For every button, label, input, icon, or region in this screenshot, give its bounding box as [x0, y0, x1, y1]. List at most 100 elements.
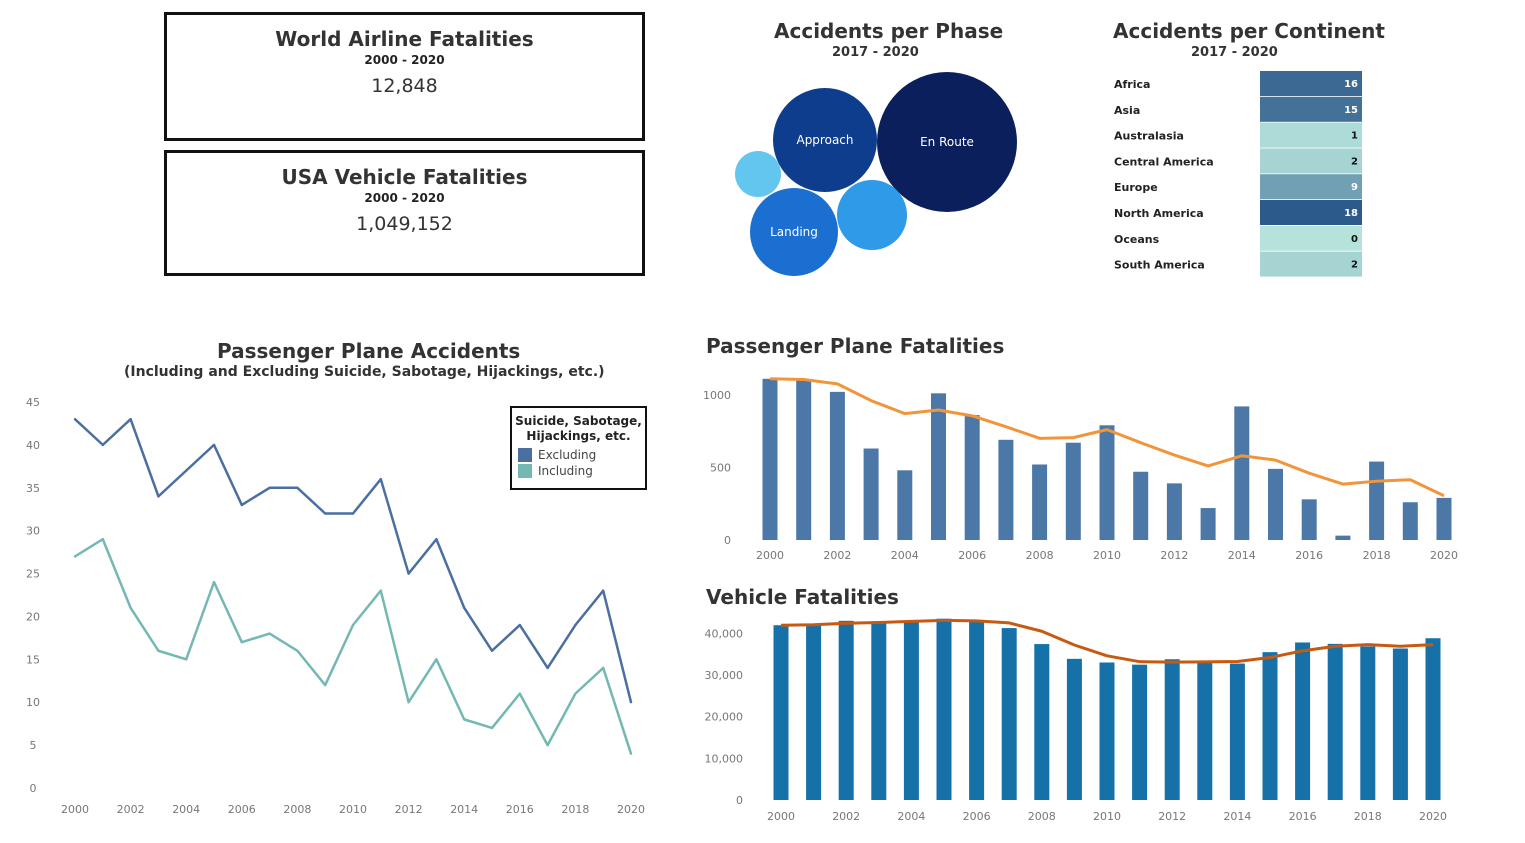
- vehicle-fatalities-title: Vehicle Fatalities: [706, 585, 899, 609]
- continent-cell: [1260, 96, 1362, 122]
- x-tick-label: 2000: [767, 810, 795, 823]
- series-point: [574, 692, 577, 695]
- phase-bubble: [877, 72, 1017, 212]
- continent-value: 1: [1351, 131, 1358, 142]
- continent-value: 9: [1351, 182, 1358, 193]
- legend-item-excluding[interactable]: Excluding: [518, 448, 645, 462]
- y-tick-label: 40,000: [705, 627, 744, 640]
- series-point: [324, 683, 327, 687]
- phase-bubble: [735, 151, 781, 197]
- legend-title: Suicide, Sabotage, Hijackings, etc.: [515, 414, 642, 443]
- series-point: [240, 640, 243, 644]
- bar: [1392, 648, 1408, 800]
- y-tick-label: 10: [26, 696, 40, 709]
- x-tick-label: 2014: [1228, 549, 1256, 562]
- legend-label: Excluding: [538, 448, 597, 462]
- y-tick-label: 500: [710, 461, 731, 474]
- y-tick-label: 30: [26, 525, 40, 538]
- series-point: [546, 743, 549, 747]
- x-tick-label: 2006: [963, 810, 991, 823]
- series-point: [268, 632, 271, 635]
- bar: [936, 618, 952, 800]
- bar: [1335, 535, 1351, 540]
- phase-chart-title: Accidents per Phase: [774, 19, 1004, 43]
- bar: [1066, 658, 1082, 800]
- series-point: [407, 701, 410, 704]
- continent-cell: [1260, 71, 1362, 96]
- y-tick-label: 40: [26, 439, 40, 452]
- series-point: [379, 478, 382, 481]
- bar: [903, 621, 919, 800]
- bar: [1200, 508, 1216, 540]
- series-point: [463, 718, 466, 721]
- plane-fatalities-title: Passenger Plane Fatalities: [706, 334, 1005, 358]
- continent-value: 2: [1351, 156, 1358, 167]
- continent-label: Oceans: [1114, 233, 1160, 246]
- series-point: [490, 649, 494, 652]
- kpi-title: USA Vehicle Fatalities: [281, 165, 528, 189]
- series-point: [490, 726, 494, 730]
- series-point: [296, 486, 299, 489]
- bar: [1099, 662, 1115, 800]
- y-tick-label: 25: [26, 568, 40, 581]
- series-point: [463, 606, 466, 610]
- x-tick-label: 2012: [1160, 549, 1188, 562]
- plane-fatalities-bar-chart: 0 500 1000 2000 2002 2004 2006 2008 2010 2012 2014…: [703, 377, 1458, 562]
- bar: [1436, 497, 1452, 540]
- kpi-value: 12,848: [371, 75, 438, 97]
- x-tick-label: 2006: [958, 549, 986, 562]
- x-tick-label: 2004: [897, 810, 925, 823]
- bar: [1034, 644, 1050, 800]
- series-point: [240, 503, 243, 507]
- series-point: [129, 417, 132, 421]
- y-tick-label: 35: [26, 482, 40, 495]
- x-tick-label: 2008: [1028, 810, 1056, 823]
- x-tick-label: 2002: [117, 803, 145, 816]
- bar: [1327, 643, 1343, 800]
- series-point: [546, 666, 549, 670]
- bar: [1065, 442, 1081, 540]
- x-tick-label: 2000: [61, 803, 89, 816]
- series-point: [101, 443, 105, 447]
- series-point: [73, 417, 77, 421]
- bar: [1369, 461, 1385, 540]
- y-tick-label: 10,000: [705, 752, 744, 765]
- x-tick-label: 2012: [395, 803, 423, 816]
- series-point: [602, 589, 605, 592]
- continent-heatmap: Africa 16 Asia 15 Australasia 1 Central Americ…: [1114, 71, 1362, 277]
- bar: [863, 448, 879, 540]
- phase-bubble: [837, 180, 907, 250]
- x-tick-label: 2010: [1093, 810, 1121, 823]
- y-tick-label: 5: [30, 739, 37, 752]
- vehicle-fatalities-bar-chart: 0 10,000 20,000 30,000 40,000 2000 2002 2004 200…: [705, 618, 1447, 823]
- legend-item-including[interactable]: Including: [518, 464, 645, 478]
- bar: [838, 620, 854, 800]
- series-point: [296, 649, 299, 652]
- bar: [806, 624, 822, 800]
- bar: [969, 622, 985, 800]
- kpi-world-airline-fatalities: World Airline Fatalities 2000 - 2020 12,…: [164, 12, 645, 141]
- x-tick-label: 2014: [450, 803, 478, 816]
- y-tick-label: 0: [30, 782, 37, 795]
- bar: [1425, 638, 1441, 800]
- kpi-usa-vehicle-fatalities: USA Vehicle Fatalities 2000 - 2020 1,049…: [164, 150, 645, 276]
- continent-label: Central America: [1114, 155, 1214, 168]
- series-point: [324, 512, 327, 515]
- x-tick-label: 2006: [228, 803, 256, 816]
- accidents-chart-title: Passenger Plane Accidents: [217, 339, 521, 363]
- x-tick-label: 2020: [1419, 810, 1447, 823]
- kpi-subtitle: 2000 - 2020: [364, 53, 445, 67]
- bar: [796, 380, 812, 540]
- x-tick-label: 2002: [823, 549, 851, 562]
- series-point: [185, 658, 188, 661]
- x-tick-label: 2016: [1289, 810, 1317, 823]
- bar: [829, 391, 845, 540]
- y-tick-label: 0: [724, 534, 731, 547]
- trend-line: [769, 377, 1445, 498]
- series-line-excluding: [74, 417, 633, 703]
- continent-cell: [1260, 251, 1362, 277]
- bar: [1301, 499, 1317, 540]
- series-point: [157, 495, 160, 498]
- x-tick-label: 2018: [561, 803, 589, 816]
- phase-chart-subtitle: 2017 - 2020: [832, 45, 919, 60]
